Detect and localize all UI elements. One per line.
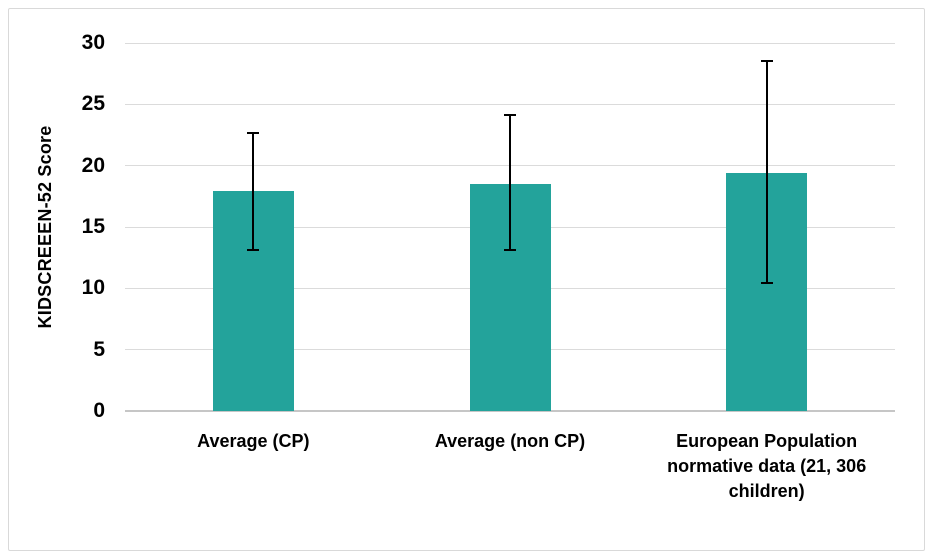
- x-category-label: Average (CP): [197, 431, 310, 451]
- error-cap-top: [504, 114, 516, 117]
- error-bar: [252, 132, 255, 251]
- gridline: [125, 103, 895, 105]
- error-cap-bottom: [247, 249, 260, 252]
- y-tick-label: 30: [81, 31, 105, 54]
- y-tick-label: 10: [81, 276, 105, 300]
- y-tick-label: 25: [81, 92, 105, 116]
- y-tick-label: 20: [81, 153, 105, 177]
- error-cap-bottom: [760, 282, 773, 285]
- y-tick-label: 0: [93, 399, 105, 422]
- y-tick-label: 15: [81, 215, 105, 238]
- error-bar: [765, 61, 768, 284]
- x-axis-line: [125, 410, 895, 412]
- error-cap-top: [760, 60, 773, 63]
- error-cap-top: [247, 131, 260, 134]
- error-bar: [509, 115, 511, 251]
- x-category-label: European Population normative data (21, …: [667, 431, 867, 501]
- x-category-label: Average (non CP): [434, 431, 586, 451]
- error-cap-bottom: [504, 249, 516, 252]
- y-tick-label: 5: [93, 337, 105, 361]
- gridline: [125, 42, 895, 44]
